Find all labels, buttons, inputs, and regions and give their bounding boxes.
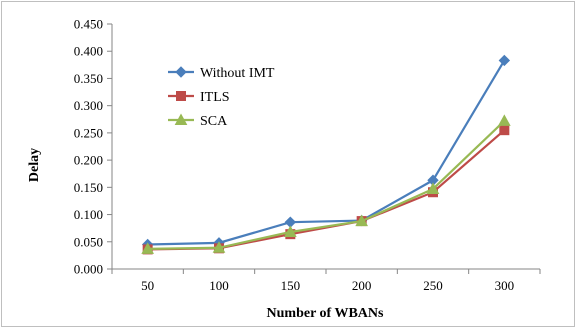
y-tick-label: 0.100 <box>74 207 103 222</box>
data-point <box>426 182 440 194</box>
data-point <box>283 225 297 237</box>
legend: Without IMT ITLS SCA <box>168 66 275 129</box>
data-point <box>355 214 369 227</box>
y-tick-labels: 0.000 0.050 0.100 0.150 0.200 0.250 0.300 0.350… <box>74 17 103 277</box>
x-tick-label: 50 <box>141 278 154 293</box>
y-tick-label: 0.250 <box>74 125 103 140</box>
y-tick-label: 0.400 <box>74 44 103 59</box>
x-tick-label: 100 <box>209 278 229 293</box>
data-point <box>212 241 226 253</box>
x-tick-label: 200 <box>352 278 372 293</box>
y-tick-label: 0.450 <box>74 17 103 32</box>
x-axis-title: Number of WBANs <box>267 306 384 321</box>
x-tick-label: 150 <box>281 278 301 293</box>
legend-marker <box>175 66 187 78</box>
legend-marker <box>174 113 188 125</box>
series-without-imt <box>141 54 511 251</box>
axes <box>107 23 541 274</box>
x-tick-label: 300 <box>495 278 515 293</box>
data-point <box>141 242 155 254</box>
data-point <box>497 114 511 126</box>
series-line <box>147 120 506 250</box>
legend-label: SCA <box>200 114 228 129</box>
legend-marker <box>176 91 186 101</box>
data-point <box>498 54 511 67</box>
chart-frame <box>1 1 575 327</box>
y-axis-title: Delay <box>27 148 42 182</box>
legend-label: ITLS <box>200 90 230 105</box>
series-line <box>147 59 506 246</box>
y-tick-label: 0.350 <box>74 71 103 86</box>
series-layer <box>141 54 511 255</box>
y-tick-label: 0.000 <box>74 262 103 277</box>
y-tick-label: 0.050 <box>74 234 103 249</box>
series-line <box>147 129 506 251</box>
y-tick-label: 0.200 <box>74 153 103 168</box>
x-tick-labels: 50 100 150 200 250 300 <box>141 278 514 293</box>
y-tick-label: 0.150 <box>74 180 103 195</box>
y-tick-label: 0.300 <box>74 98 103 113</box>
data-point <box>499 125 510 136</box>
legend-label: Without IMT <box>200 66 275 81</box>
series-sca <box>141 114 511 254</box>
x-tick-label: 250 <box>423 278 443 293</box>
